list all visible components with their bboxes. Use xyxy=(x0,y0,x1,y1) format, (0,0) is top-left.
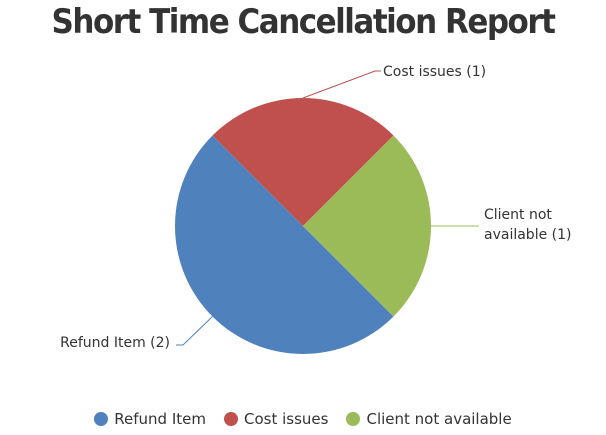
legend-marker xyxy=(224,412,238,426)
pie-slice-refund-item[interactable] xyxy=(175,135,394,354)
legend-marker xyxy=(94,412,109,426)
legend-label: Client not available xyxy=(366,410,512,428)
legend-label: Refund Item xyxy=(114,410,206,428)
chart-title: Short Time Cancellation Report xyxy=(51,2,556,42)
pie-slice-cost-issues[interactable] xyxy=(212,98,394,226)
legend-item[interactable]: Client not available xyxy=(346,410,512,428)
legend-marker xyxy=(346,412,361,426)
legend-item[interactable]: Refund Item xyxy=(94,410,206,428)
pie-slice-client-not-available[interactable] xyxy=(303,135,431,317)
slice-label-line: Client not xyxy=(484,207,552,223)
slice-label-line: Refund Item (2) xyxy=(60,335,170,351)
chart-legend: Refund Item Cost issues Client not availab… xyxy=(0,410,606,428)
legend-label: Cost issues xyxy=(244,410,329,428)
slice-label: Cost issues (1) xyxy=(383,64,486,80)
slice-label: Refund Item (2) xyxy=(60,335,170,351)
leader-line xyxy=(302,70,381,99)
slice-label-line: Cost issues (1) xyxy=(383,64,486,80)
leader-line xyxy=(176,316,213,346)
slice-label-line: available (1) xyxy=(484,227,571,243)
legend-item[interactable]: Cost issues xyxy=(224,410,328,428)
slice-label: Client not available (1) xyxy=(484,207,571,243)
